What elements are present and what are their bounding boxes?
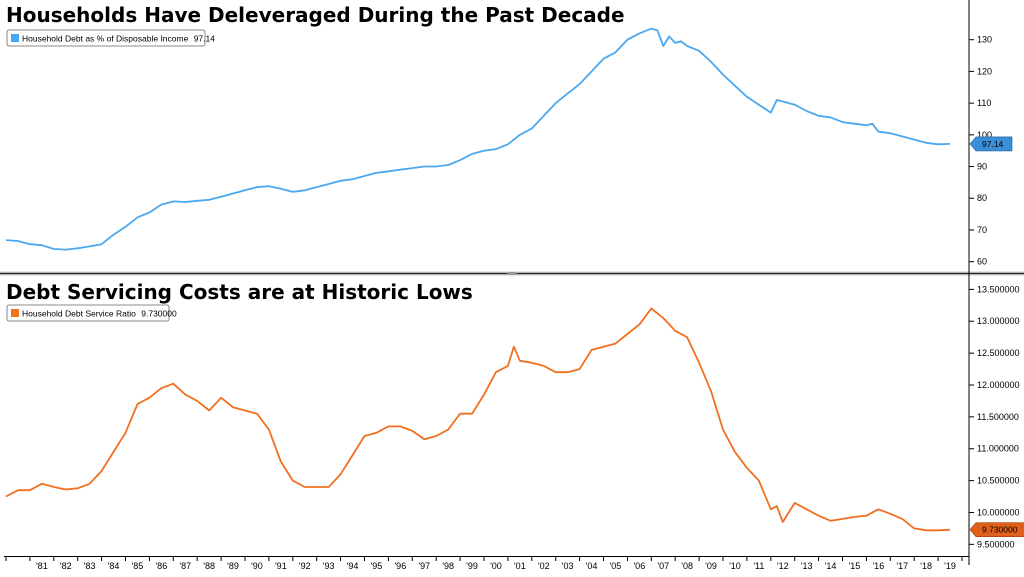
debt-service-y-tick-label: 12.000000 bbox=[977, 380, 1020, 390]
debt-income-legend: Household Debt as % of Disposable Income… bbox=[6, 29, 215, 47]
debt-income-last-value: 97.14 bbox=[982, 139, 1004, 149]
x-tick-label: '99 bbox=[466, 561, 478, 571]
debt-income-y-tick-label: 60 bbox=[977, 257, 987, 267]
x-tick-label: '11 bbox=[753, 561, 764, 571]
x-tick-label: '06 bbox=[633, 561, 645, 571]
x-tick-label: '95 bbox=[371, 561, 383, 571]
debt-service-y-tick-label: 12.500000 bbox=[977, 348, 1020, 358]
debt-income-legend-value: 97.14 bbox=[194, 34, 216, 44]
debt-service-last-value: 9.730000 bbox=[982, 525, 1018, 535]
debt-income-title: Households Have Deleveraged During the P… bbox=[6, 3, 625, 27]
debt-service-y-tick-label: 10.000000 bbox=[977, 507, 1020, 517]
x-tick-label: '12 bbox=[777, 561, 789, 571]
x-tick-label: '91 bbox=[275, 561, 287, 571]
x-tick-label: '94 bbox=[347, 561, 359, 571]
x-tick-label: '09 bbox=[705, 561, 717, 571]
debt-income-y-tick-label: 120 bbox=[977, 66, 992, 76]
x-tick-label: '97 bbox=[418, 561, 430, 571]
debt-service-legend-value: 9.730000 bbox=[141, 309, 177, 319]
debt-income-y-tick-label: 70 bbox=[977, 225, 987, 235]
debt-service-last-value-marker: 9.730000 bbox=[969, 522, 1024, 537]
x-tick-label: '05 bbox=[610, 561, 622, 571]
x-tick-label: '88 bbox=[203, 561, 215, 571]
x-tick-label: '19 bbox=[944, 561, 956, 571]
x-tick-label: '98 bbox=[442, 561, 454, 571]
debt-service-y-tick-label: 11.000000 bbox=[977, 444, 1019, 454]
svg-text:Household Debt Service Ratio: Household Debt Service Ratio 9.730000 bbox=[22, 309, 177, 319]
x-tick-label: '90 bbox=[251, 561, 263, 571]
debt-service-panel: Debt Servicing Costs are at Historic Low… bbox=[5, 280, 1024, 549]
x-tick-label: '14 bbox=[825, 561, 837, 571]
x-tick-label: '87 bbox=[179, 561, 191, 571]
debt-income-y-axis: 60 70 80 90 100 110 120 130 bbox=[969, 35, 992, 267]
x-tick-label: '10 bbox=[729, 561, 741, 571]
x-tick-label: '00 bbox=[490, 561, 502, 571]
x-tick-label: '85 bbox=[132, 561, 144, 571]
x-tick-label: '81 bbox=[36, 561, 48, 571]
debt-service-y-tick-label: 9.500000 bbox=[977, 539, 1015, 549]
x-tick-label: '93 bbox=[323, 561, 335, 571]
debt-income-panel: Households Have Deleveraged During the P… bbox=[5, 3, 1013, 267]
debt-service-y-tick-label: 13.500000 bbox=[977, 284, 1020, 294]
x-tick-label: '18 bbox=[920, 561, 932, 571]
x-tick-label: '13 bbox=[801, 561, 813, 571]
debt-service-series-line bbox=[5, 307, 951, 532]
x-tick-label: '83 bbox=[84, 561, 96, 571]
svg-text:Household Debt as % of Disposa: Household Debt as % of Disposable Income… bbox=[22, 34, 215, 44]
debt-income-y-tick-label: 100 bbox=[977, 130, 992, 140]
x-tick-label: '01 bbox=[514, 561, 526, 571]
debt-service-legend: Household Debt Service Ratio 9.730000 bbox=[6, 304, 177, 322]
x-tick-label: '02 bbox=[538, 561, 550, 571]
debt-service-legend-label: Household Debt Service Ratio bbox=[22, 309, 136, 319]
x-tick-label: '03 bbox=[562, 561, 574, 571]
x-tick-label: '16 bbox=[872, 561, 884, 571]
x-tick-label: '86 bbox=[155, 561, 167, 571]
x-tick-label: '96 bbox=[394, 561, 406, 571]
x-tick-label: '89 bbox=[227, 561, 239, 571]
debt-income-y-tick-label: 130 bbox=[977, 35, 992, 45]
debt-income-y-tick-label: 90 bbox=[977, 162, 987, 172]
x-tick-label: '15 bbox=[849, 561, 861, 571]
debt-income-y-tick-label: 110 bbox=[977, 98, 991, 108]
x-tick-label: '04 bbox=[586, 561, 598, 571]
debt-income-legend-swatch bbox=[11, 34, 19, 42]
x-tick-label: '07 bbox=[657, 561, 669, 571]
debt-service-y-tick-label: 10.500000 bbox=[977, 476, 1020, 486]
debt-income-last-value-marker: 97.14 bbox=[969, 136, 1013, 152]
debt-service-y-tick-label: 11.500000 bbox=[977, 412, 1019, 422]
x-tick-label: '08 bbox=[681, 561, 693, 571]
debt-income-series-line bbox=[5, 27, 951, 251]
x-tick-label: '17 bbox=[896, 561, 908, 571]
debt-service-y-tick-label: 13.000000 bbox=[977, 316, 1020, 326]
x-tick-label: '92 bbox=[299, 561, 311, 571]
x-axis: '81 '82 '83 '84 '85 '86 '87 '88 '89 '90 '91 '92 '93 '… bbox=[4, 556, 969, 571]
debt-service-title: Debt Servicing Costs are at Historic Low… bbox=[6, 280, 473, 304]
x-tick-label: '82 bbox=[60, 561, 72, 571]
debt-service-y-axis: 9.500000 10.000000 10.500000 11.000000 11.50… bbox=[969, 284, 1020, 549]
debt-income-legend-label: Household Debt as % of Disposable Income bbox=[22, 34, 189, 44]
x-tick-label: '84 bbox=[108, 561, 120, 571]
debt-income-y-tick-label: 80 bbox=[977, 193, 987, 203]
debt-service-legend-swatch bbox=[11, 309, 19, 317]
